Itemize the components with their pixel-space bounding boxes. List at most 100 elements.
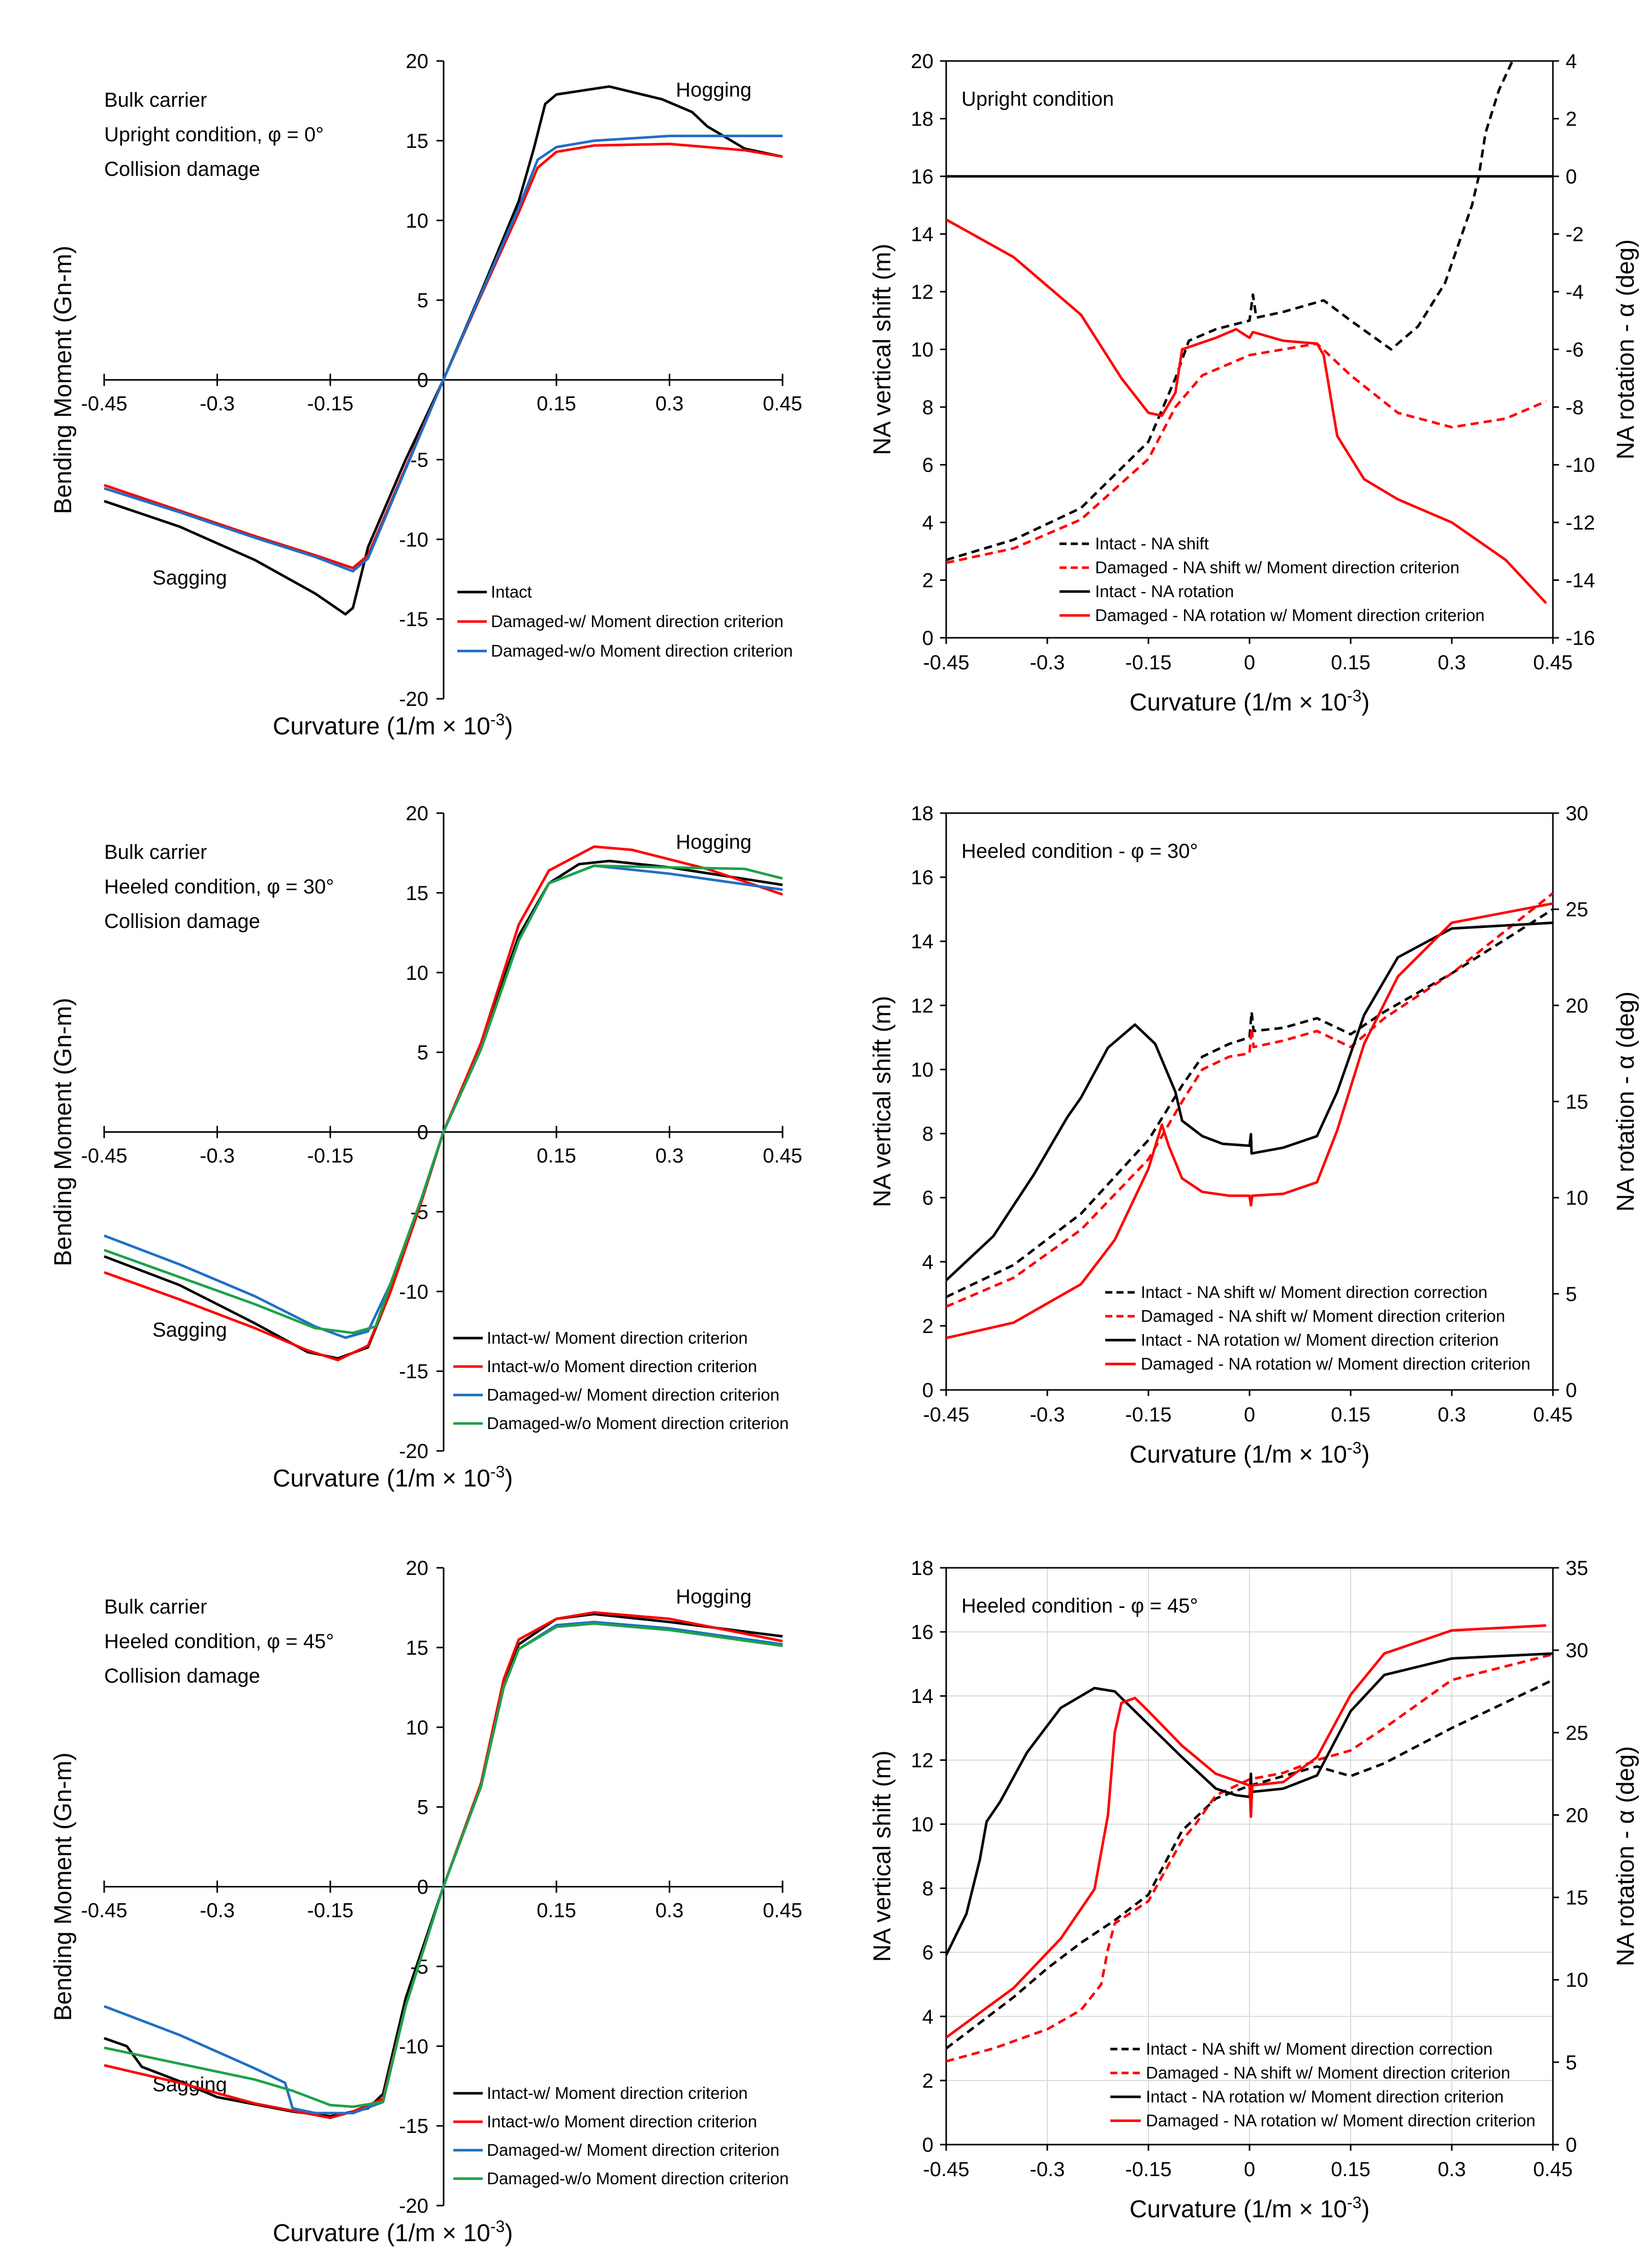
y2-tick-label: -4 xyxy=(1566,281,1584,303)
x-axis-label: Curvature (1/m × 10-3) xyxy=(273,1463,513,1492)
y-tick-label: -15 xyxy=(399,1360,428,1383)
y2-tick-label: 15 xyxy=(1566,1091,1588,1113)
x-tick-label: 0.15 xyxy=(1331,652,1370,674)
x-tick-label: -0.15 xyxy=(1125,1404,1171,1426)
legend-label: Damaged-w/ Moment direction criterion xyxy=(487,2141,780,2159)
y-tick-label: -20 xyxy=(399,2195,428,2217)
annotation-condition: Heeled condition, φ = 30° xyxy=(104,876,334,898)
annotation-damage: Collision damage xyxy=(104,1665,260,1687)
y2-tick-label: -6 xyxy=(1566,339,1584,361)
y-tick-label: 15 xyxy=(406,130,429,152)
neutral-axis-chart-1: -0.45 -0.3 -0.15 0 0.15 0.3 0.4520181614121086… xyxy=(869,50,1639,716)
y-tick-label: 10 xyxy=(406,210,429,232)
x-axis-label: Curvature (1/m × 10-3) xyxy=(273,2217,513,2247)
y-tick-label: 10 xyxy=(911,1813,934,1836)
y-tick-label: 20 xyxy=(911,50,934,73)
legend-label: Intact - NA rotation w/ Moment direction… xyxy=(1141,1330,1499,1349)
y-tick-label: -10 xyxy=(399,1281,428,1303)
legend-label: Damaged-w/o Moment direction criterion xyxy=(487,1414,789,1433)
series-line-3 xyxy=(946,1652,1553,1956)
y-tick-label: 20 xyxy=(406,802,429,825)
y-tick-label: 5 xyxy=(417,1796,428,1819)
x-tick-label: 0.3 xyxy=(1438,1404,1466,1426)
y2-tick-label: 35 xyxy=(1566,1557,1588,1579)
y-tick-label: 6 xyxy=(922,454,933,477)
y-axis-label: Bending Moment (Gn-m) xyxy=(50,1752,77,2021)
x-tick-label: 0.15 xyxy=(1331,2158,1370,2181)
legend-label: Intact-w/o Moment direction criterion xyxy=(487,1357,757,1376)
x-tick-label: 0.45 xyxy=(1533,2158,1573,2181)
x-tick-label: 0.15 xyxy=(537,393,576,415)
series-line-1 xyxy=(104,85,783,616)
y2-axis-label: NA rotation - α (deg) xyxy=(1612,991,1639,1212)
y-tick-label: -10 xyxy=(399,2035,428,2058)
legend-label: Intact xyxy=(491,582,532,601)
series-line-2 xyxy=(946,892,1553,1308)
annotation-hogging: Hogging xyxy=(676,831,752,853)
y-tick-label: 2 xyxy=(922,2070,933,2092)
y-tick-label: -20 xyxy=(399,688,428,710)
bending-moment-chart-2: -0.45 -0.3 -0.15 0.15 0.3 0.4520151050-5-10-1… xyxy=(50,802,802,1492)
y2-tick-label: 20 xyxy=(1566,995,1588,1017)
x-tick-label: -0.45 xyxy=(81,393,127,415)
y2-tick-label: 30 xyxy=(1566,802,1588,825)
x-tick-label: -0.45 xyxy=(923,652,969,674)
series-line-3 xyxy=(104,135,783,573)
bending-moment-chart-1: -0.45 -0.3 -0.15 0.15 0.3 0.4520151050-5-10-1… xyxy=(50,50,802,740)
y-tick-label: 0 xyxy=(922,1379,933,1402)
y2-tick-label: 0 xyxy=(1566,2134,1577,2156)
annotation-sagging: Sagging xyxy=(152,1319,227,1341)
y-tick-label: 5 xyxy=(417,1042,428,1064)
series-line-4 xyxy=(946,218,1547,604)
y2-tick-label: 25 xyxy=(1566,1722,1588,1744)
series-line-3 xyxy=(946,921,1553,1282)
y-tick-label: 8 xyxy=(922,396,933,419)
x-tick-label: 0 xyxy=(1244,1404,1255,1426)
y-tick-label: 16 xyxy=(911,1621,934,1644)
x-tick-label: -0.15 xyxy=(307,393,353,415)
legend-label: Intact-w/o Moment direction criterion xyxy=(487,2112,757,2131)
x-axis-label: Curvature (1/m × 10-3) xyxy=(1130,2193,1370,2223)
x-tick-label: -0.15 xyxy=(1125,652,1171,674)
y-tick-label: 0 xyxy=(922,2134,933,2156)
x-tick-label: 0.45 xyxy=(763,393,802,415)
y-tick-label: 2 xyxy=(922,1315,933,1338)
y-tick-label: 14 xyxy=(911,1685,934,1708)
y-tick-label: 5 xyxy=(417,290,428,312)
x-axis-label: Curvature (1/m × 10-3) xyxy=(273,710,513,740)
x-tick-label: 0.3 xyxy=(656,1145,684,1167)
y2-tick-label: 0 xyxy=(1566,1379,1577,1402)
y2-tick-label: 4 xyxy=(1566,50,1577,73)
y-tick-label: 18 xyxy=(911,802,934,825)
series-line-1 xyxy=(946,61,1514,562)
y2-tick-label: -2 xyxy=(1566,224,1584,246)
y-tick-label: 18 xyxy=(911,108,934,131)
y-tick-label: 15 xyxy=(406,1637,429,1659)
y-tick-label: 14 xyxy=(911,931,934,953)
y-tick-label: -15 xyxy=(399,2115,428,2137)
plot-title: Upright condition xyxy=(961,88,1114,110)
y-tick-label: 16 xyxy=(911,866,934,889)
y2-axis-label: NA rotation - α (deg) xyxy=(1612,1746,1639,1966)
y-tick-label: 20 xyxy=(406,50,429,73)
series-line-2 xyxy=(946,1653,1553,2063)
x-tick-label: -0.15 xyxy=(1125,2158,1171,2181)
y-tick-label: -10 xyxy=(399,529,428,551)
y-axis-label: NA vertical shift (m) xyxy=(869,243,896,455)
y-tick-label: -20 xyxy=(399,1440,428,1463)
x-axis-label: Curvature (1/m × 10-3) xyxy=(1130,687,1370,716)
y-tick-label: 12 xyxy=(911,281,934,303)
x-tick-label: -0.3 xyxy=(200,1900,235,1922)
x-tick-label: 0.45 xyxy=(1533,1404,1573,1426)
y-tick-label: 0 xyxy=(417,1122,428,1144)
y2-tick-label: -10 xyxy=(1566,454,1595,477)
legend-label: Damaged - NA rotation w/ Moment directio… xyxy=(1146,2111,1536,2130)
x-tick-label: -0.3 xyxy=(1030,652,1065,674)
x-axis-label: Curvature (1/m × 10-3) xyxy=(1130,1439,1370,1468)
legend-label: Damaged - NA rotation w/ Moment directio… xyxy=(1141,1354,1531,1373)
series-line-4 xyxy=(946,1624,1546,2039)
y-axis-label: Bending Moment (Gn-m) xyxy=(50,245,77,514)
y2-tick-label: -8 xyxy=(1566,396,1584,419)
series-line-4 xyxy=(104,1622,783,2108)
